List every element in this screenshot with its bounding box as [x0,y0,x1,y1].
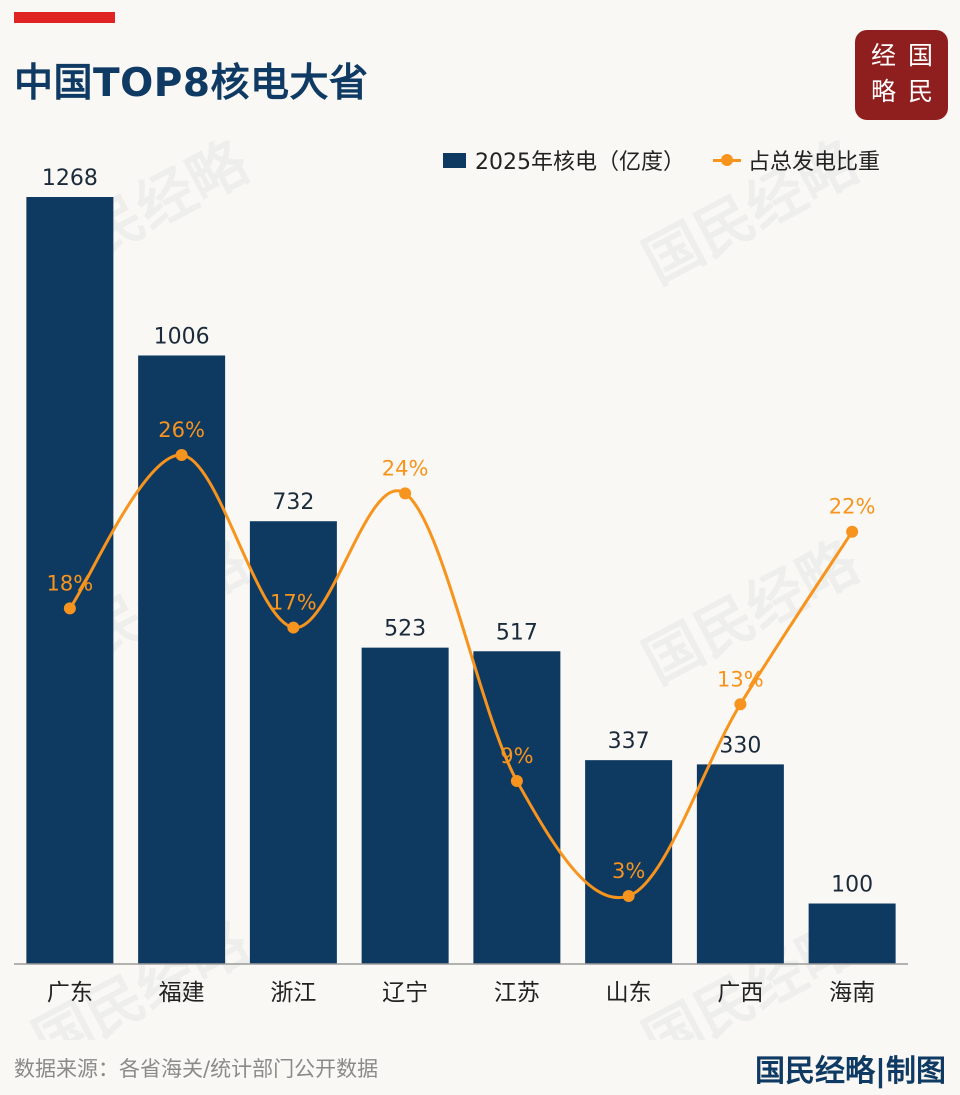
share-point [63,602,76,615]
bar-value-label: 337 [608,729,650,754]
legend-bar-label: 2025年核电（亿度） [475,150,685,175]
share-point [622,890,635,902]
bar-value-label: 517 [496,620,538,645]
x-tick-label: 江苏 [494,980,540,1006]
bar [473,651,561,964]
x-tick-label: 广西 [717,980,763,1006]
share-point [510,774,523,787]
x-tick-label: 广东 [47,980,93,1006]
share-value-label: 13% [717,667,764,691]
share-value-label: 17% [270,591,317,615]
share-value-label: 18% [47,571,94,595]
bar [808,903,896,964]
chart-title: 中国TOP8核电大省 [14,61,369,106]
share-value-label: 9% [500,744,533,768]
bar-value-label: 732 [272,490,314,515]
bar-value-label: 330 [719,733,761,758]
legend-bar-swatch [443,153,466,168]
share-point [846,525,859,538]
share-point [287,621,300,634]
watermark-text: 国民经略 [632,127,870,296]
share-value-label: 3% [612,859,645,883]
bar-value-label: 523 [384,617,426,642]
bar [585,760,673,964]
share-value-label: 22% [829,495,876,519]
share-line [68,453,854,900]
bar [26,197,114,964]
share-point [175,449,188,461]
seal-char: 民 [908,77,934,106]
bar [138,355,226,964]
x-tick-label: 浙江 [270,980,316,1006]
legend-line-marker [721,154,733,166]
data-source: 数据来源：各省海关/统计部门公开数据 [14,1057,379,1081]
legend-line-label: 占总发电比重 [748,150,881,175]
seal-logo: 经 国 略 民 [855,30,948,120]
x-tick-label: 福建 [159,980,205,1006]
x-tick-label: 辽宁 [382,980,428,1006]
bar-value-label: 100 [831,873,873,898]
share-value-label: 26% [158,418,205,442]
seal-char: 经 [871,41,897,70]
bar [696,764,784,964]
x-tick-label: 山东 [606,980,652,1006]
seal-char: 略 [871,77,897,106]
bar-value-label: 1268 [42,166,98,191]
bar-value-label: 1006 [154,324,210,349]
bar [361,647,449,964]
share-point [734,698,747,711]
share-value-label: 24% [382,456,429,480]
credit: 国民经略|制图 [755,1054,946,1089]
bar [249,521,337,964]
seal-char: 国 [908,41,934,70]
x-tick-label: 海南 [829,980,875,1006]
accent-bar [14,12,115,23]
chart-canvas: 国民经略国民经略国民经略国民经略国民经略国民经略1268100673252351… [14,127,908,1040]
share-point [399,487,412,500]
